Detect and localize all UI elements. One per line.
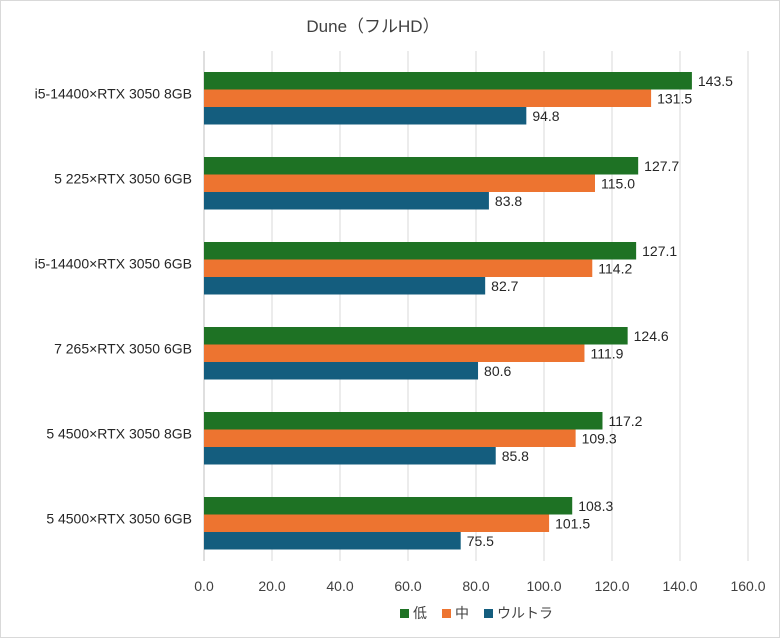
x-axis-ticks: 0.0 20.0 40.0 60.0 80.0 100.0 120.0 140.0 160.0: [194, 578, 765, 594]
x-tick-label: 100.0: [526, 578, 561, 594]
bar: [204, 447, 496, 465]
x-tick-label: 80.0: [462, 578, 489, 594]
x-tick-label: 60.0: [394, 578, 421, 594]
data-label: 109.3: [582, 430, 617, 446]
bar: [204, 72, 692, 90]
bar: [204, 327, 628, 345]
legend-label: 低: [413, 605, 427, 621]
chart-title: Dune（フルHD）: [306, 17, 439, 36]
category-label: 5 225×RTX 3050 6GB: [54, 171, 192, 187]
data-label: 83.8: [495, 193, 522, 209]
data-label: 124.6: [634, 328, 669, 344]
data-label: 80.6: [484, 363, 511, 379]
bars: [204, 72, 692, 550]
data-label: 111.9: [590, 345, 623, 361]
category-label: 5 4500×RTX 3050 8GB: [46, 426, 192, 442]
bar: [204, 192, 489, 210]
bar: [204, 429, 576, 447]
data-label: 108.3: [578, 498, 613, 514]
legend-swatch: [400, 609, 409, 618]
gridlines: [203, 51, 749, 561]
category-label: i5-14400×RTX 3050 6GB: [35, 256, 192, 272]
data-labels: 143.5 131.5 94.8 127.7 115.0 83.8 127.1 114.2 82…: [467, 73, 733, 549]
category-label: 7 265×RTX 3050 6GB: [54, 341, 192, 357]
bar: [204, 532, 461, 550]
bar: [204, 89, 652, 107]
data-label: 127.1: [642, 243, 677, 259]
bar: [204, 107, 527, 125]
category-label: i5-14400×RTX 3050 8GB: [35, 86, 192, 102]
x-tick-label: 20.0: [258, 578, 285, 594]
data-label: 114.2: [598, 260, 632, 276]
data-label: 131.5: [657, 90, 692, 106]
legend-label: ウルトラ: [497, 605, 553, 621]
legend-swatch: [484, 609, 493, 618]
data-label: 101.5: [555, 515, 590, 531]
x-tick-label: 160.0: [730, 578, 765, 594]
bar: [204, 277, 486, 295]
bar: [204, 344, 585, 362]
data-label: 82.7: [491, 278, 518, 294]
x-tick-label: 120.0: [594, 578, 629, 594]
data-label: 115.0: [601, 175, 635, 191]
x-tick-label: 0.0: [194, 578, 214, 594]
bar: [204, 242, 637, 260]
data-label: 75.5: [467, 533, 494, 549]
legend-label: 中: [455, 605, 469, 621]
bar: [204, 174, 595, 192]
bar: [204, 497, 573, 515]
x-tick-label: 40.0: [326, 578, 353, 594]
legend-swatch: [442, 609, 451, 618]
data-label: 143.5: [698, 73, 733, 89]
data-label: 117.2: [608, 413, 642, 429]
bar: [204, 157, 639, 175]
data-label: 85.8: [502, 448, 529, 464]
bar: [204, 259, 593, 277]
bar: [204, 514, 550, 532]
category-labels: i5-14400×RTX 3050 8GB 5 225×RTX 3050 6GB i…: [35, 86, 192, 527]
data-label: 94.8: [532, 108, 559, 124]
category-label: 5 4500×RTX 3050 6GB: [46, 511, 192, 527]
bar: [204, 362, 479, 380]
legend: 低 中 ウルトラ: [400, 605, 553, 621]
bar: [204, 412, 603, 430]
x-tick-label: 140.0: [662, 578, 697, 594]
data-label: 127.7: [644, 158, 679, 174]
